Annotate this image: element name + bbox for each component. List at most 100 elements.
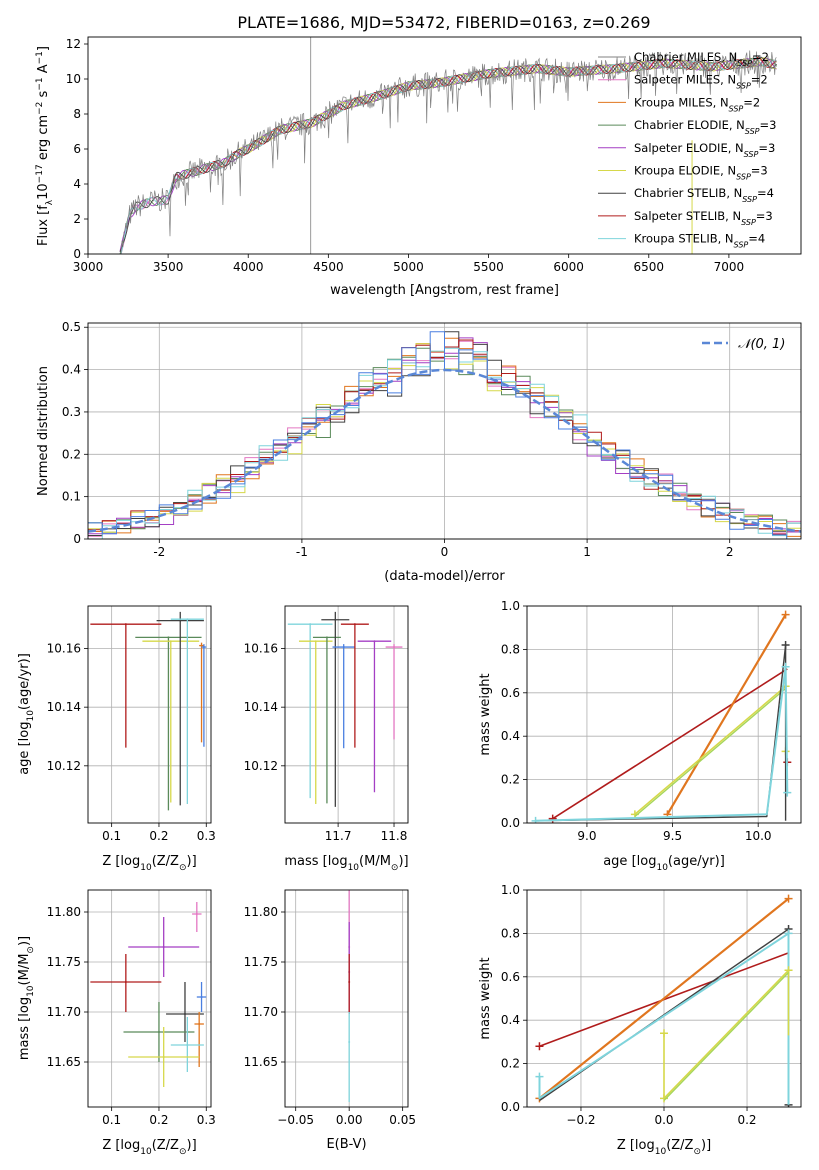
legend-sub: SSP (737, 59, 752, 68)
legend-value: =2 (752, 50, 769, 64)
x-tick-label: 10.0 (745, 829, 772, 843)
y-tick-label: 10.12 (47, 759, 81, 773)
figure-title: PLATE=1686, MJD=53472, FIBERID=0163, z=0… (237, 13, 650, 32)
y-tick-label: 11.65 (47, 1055, 81, 1069)
legend-value: =2 (743, 95, 760, 109)
x-tick-label: 0 (441, 545, 449, 559)
legend-sub: SSP (736, 172, 751, 181)
data-point (348, 1041, 351, 1043)
legend-sub: SSP (744, 149, 759, 158)
plot-area (287, 611, 403, 807)
legend-text: Salpeter ELODIE, N (634, 141, 744, 155)
axes-frame (284, 889, 409, 1108)
label-part: Z [log (102, 1138, 140, 1153)
legend-value: =3 (756, 209, 773, 223)
x-tick-label: 0.0 (654, 1113, 673, 1127)
legend-sub: SSP (745, 127, 760, 136)
legend-value: =3 (751, 164, 768, 178)
plus-marker (660, 1029, 668, 1038)
weight-line (666, 614, 787, 815)
data-point (179, 619, 182, 622)
x-tick-label: 9.5 (663, 829, 682, 843)
label-part: 10 (36, 183, 51, 200)
y-axis-label: Normed distribution (36, 366, 51, 496)
legend-value: =4 (757, 186, 774, 200)
x-tick-label: 0.05 (389, 1113, 416, 1127)
y-tick-label: 10.14 (244, 700, 278, 714)
legend-text: Chabrier ELODIE, N (634, 118, 745, 132)
y-tick-label: 0.3 (62, 405, 81, 419)
label-part: )] (398, 854, 408, 869)
label-part: 10 (140, 1147, 152, 1157)
x-axis-label: wavelength [Angstrom, rest frame] (330, 283, 559, 298)
label-part: (age/yr)] (668, 854, 725, 869)
label-part: mass [log (284, 854, 347, 869)
plus-marker (781, 662, 790, 671)
label-part: )] (187, 1138, 197, 1153)
plus-marker (531, 816, 540, 823)
data-point (157, 1031, 160, 1033)
data-point (353, 623, 356, 626)
y-tick-label: 0 (73, 532, 81, 546)
y-tick-label: 11.70 (244, 1005, 278, 1019)
y-tick-label: 4 (73, 177, 81, 191)
x-tick-label: 0.2 (149, 1113, 168, 1127)
y-tick-label: 0.0 (501, 1100, 520, 1114)
y-tick-label: 0.2 (501, 1057, 520, 1071)
label-part: (M/M (17, 954, 32, 986)
x-tick-label: −0.2 (566, 1113, 595, 1127)
legend-sub: SSP (729, 104, 744, 113)
plus-marker (781, 610, 790, 619)
plus-marker (548, 814, 557, 823)
x-tick-label: 7000 (714, 260, 745, 274)
x-tick-label: 0.3 (197, 829, 216, 843)
legend-sub: SSP (741, 217, 756, 226)
label-part: 10 (655, 1147, 667, 1157)
data-point (342, 646, 345, 649)
y-tick-label: 11.75 (47, 955, 81, 969)
mass-weight-vs-age-panel: 9.0 9.5 10.0 0.0 0.2 0.4 0.6 0.8 1.0 age [log10(a… (478, 599, 802, 873)
y-axis-label: mass [log10(M/M⊙)] (17, 936, 36, 1060)
label-part: (age/yr)] (17, 653, 32, 710)
plus-marker (784, 894, 793, 903)
x-tick-label: 6000 (553, 260, 584, 274)
legend-label: Kroupa STELIB, NSSP=4 (634, 232, 765, 250)
y-tick-label: 1.0 (501, 883, 520, 897)
y-tick-label: 11.80 (47, 905, 81, 919)
y-tick-label: 0.5 (62, 320, 81, 334)
label-part: mass [log (17, 997, 32, 1060)
label-part: (Z/Z (152, 1138, 179, 1153)
weight-line (634, 687, 787, 818)
label-part: 10 (26, 710, 36, 722)
axes-frame (87, 322, 802, 540)
label-part: erg cm (36, 115, 51, 164)
y-tick-label: 0.8 (501, 926, 520, 940)
data-point (373, 640, 376, 643)
label-part: ⊙ (179, 863, 187, 873)
plus-marker (781, 641, 790, 650)
plot-area (119, 37, 777, 254)
legend-sub: SSP (734, 240, 749, 249)
y-tick-label: 0.4 (62, 363, 81, 377)
data-point (124, 623, 127, 626)
label-part: )] (701, 1138, 711, 1153)
label-part: (M/M (359, 854, 391, 869)
y-tick-label: 0.8 (501, 642, 520, 656)
plus-marker (535, 1072, 544, 1081)
legend-label: Salpeter MILES, NSSP=2 (634, 73, 768, 91)
x-tick-label: −0.05 (277, 1113, 314, 1127)
histogram-series (88, 331, 801, 539)
x-tick-label: 2 (726, 545, 734, 559)
y-tick-label: 8 (73, 107, 81, 121)
label-part: −17 (35, 164, 45, 183)
weight-line (552, 668, 788, 820)
legend-value: =2 (751, 73, 768, 87)
data-point (186, 1044, 189, 1046)
legend-text: Chabrier MILES, N (634, 50, 737, 64)
data-point (334, 618, 337, 621)
y-tick-label: 0.1 (62, 490, 81, 504)
y-tick-label: 11.65 (244, 1055, 278, 1069)
legend-text: Salpeter MILES, N (634, 73, 736, 87)
